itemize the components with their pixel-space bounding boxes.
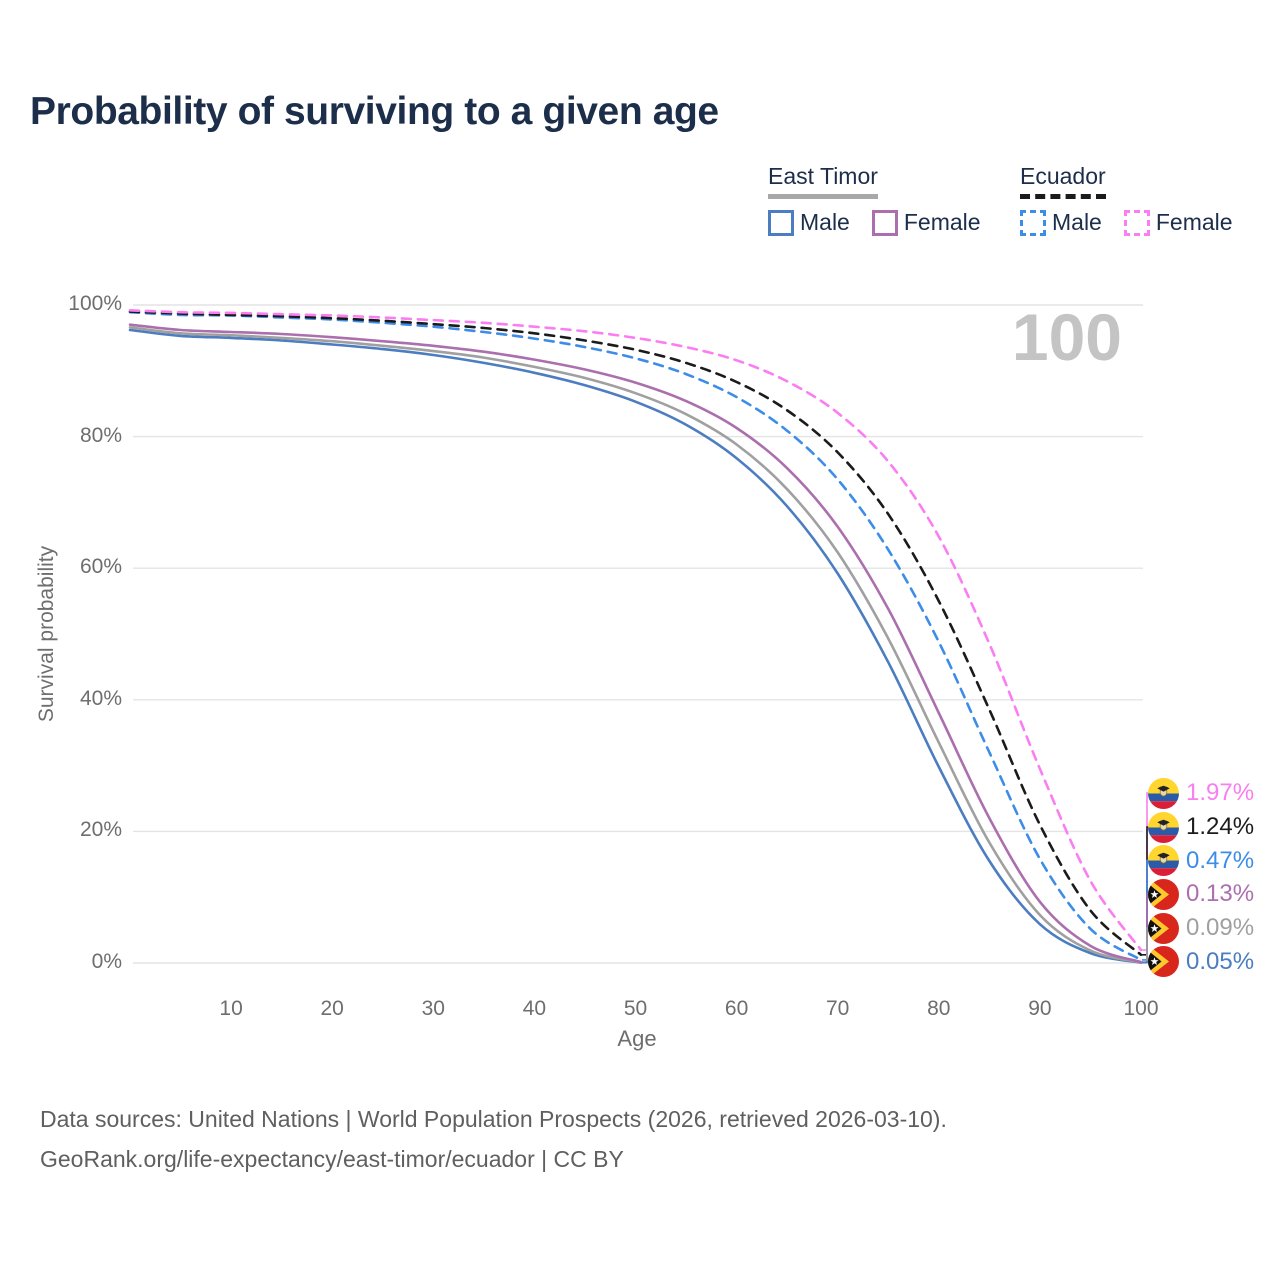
page-title: Probability of surviving to a given age xyxy=(30,90,719,133)
legend-item-ecuador-male[interactable]: Male xyxy=(1020,209,1102,236)
curve-east-timor-female xyxy=(128,323,1143,964)
series-end-value: 0.47% xyxy=(1186,846,1255,874)
end-label-ecuador-both-sexes: 1.24% xyxy=(1148,811,1254,843)
end-label-east-timor-both-sexes: 0.09% xyxy=(1148,912,1254,944)
east-timor-flag-icon xyxy=(1148,912,1179,944)
legend-item-east-timor-male[interactable]: Male xyxy=(768,209,850,236)
ecuador-male-swatch xyxy=(1020,209,1046,236)
end-label-ecuador-male: 0.47% xyxy=(1148,845,1254,877)
gridlines xyxy=(133,304,1143,964)
ecuador-flag-icon xyxy=(1148,845,1179,876)
y-tick-label: 60% xyxy=(79,555,122,579)
curve-ecuador-female xyxy=(128,309,1143,952)
east-timor-flag-icon xyxy=(1148,946,1179,977)
y-tick-label: 80% xyxy=(79,423,122,447)
x-tick-label: 40 xyxy=(522,997,547,1020)
y-tick-label: 100% xyxy=(68,292,122,315)
curve-ecuador-male xyxy=(128,310,1143,962)
x-tick-label: 50 xyxy=(623,997,648,1020)
series-end-value: 0.09% xyxy=(1186,914,1255,941)
footer-source-line: Data sources: United Nations | World Pop… xyxy=(40,1106,947,1132)
east-timor-flag-icon xyxy=(1148,878,1179,910)
x-tick-label: 100 xyxy=(1123,997,1159,1020)
series-end-value: 1.97% xyxy=(1186,779,1255,806)
legend-label-female: Female xyxy=(903,209,981,235)
x-tick-label: 20 xyxy=(320,997,344,1020)
legend-title-ecuador: Ecuador xyxy=(1020,163,1106,199)
legend-title-east-timor: East Timor xyxy=(768,163,878,199)
x-tick-label: 60 xyxy=(724,997,749,1020)
east-timor-male-swatch xyxy=(768,209,794,236)
y-tick-label: 40% xyxy=(79,686,122,710)
legend-label-male: Male xyxy=(1052,209,1102,235)
curve-east-timor-both-sexes xyxy=(128,326,1143,964)
age-watermark: 100 xyxy=(1012,300,1122,374)
ecuador-flag-icon xyxy=(1148,811,1179,843)
y-tick-label: 0% xyxy=(91,950,122,973)
curve-east-timor-male xyxy=(128,328,1143,964)
ecuador-flag-icon xyxy=(1148,777,1179,809)
legend-item-ecuador-female[interactable]: Female xyxy=(1123,209,1233,236)
legend-label-male: Male xyxy=(800,209,850,235)
series-end-value: 1.24% xyxy=(1186,813,1255,840)
end-label-east-timor-male: 0.05% xyxy=(1148,946,1254,978)
series-end-value: 0.13% xyxy=(1186,880,1255,907)
curve-ecuador-both-sexes xyxy=(128,310,1143,957)
footer-link-line: GeoRank.org/life-expectancy/east-timor/e… xyxy=(40,1146,624,1172)
end-label-east-timor-female: 0.13% xyxy=(1148,878,1254,910)
x-axis-title: Age xyxy=(617,1026,657,1051)
y-tick-label: 20% xyxy=(79,818,122,842)
legend-group-east-timor: East Timor Male Female xyxy=(768,163,1003,236)
series-end-value: 0.05% xyxy=(1186,947,1255,975)
ecuador-female-swatch xyxy=(1123,209,1150,236)
x-tick-label: 10 xyxy=(219,997,243,1020)
x-tick-label: 80 xyxy=(927,997,951,1020)
end-label-ecuador-female: 1.97% xyxy=(1148,777,1254,809)
x-tick-label: 70 xyxy=(826,997,850,1020)
x-tick-label: 90 xyxy=(1028,997,1052,1020)
survival-curves xyxy=(128,309,1143,964)
east-timor-female-swatch xyxy=(871,209,898,236)
x-tick-label: 30 xyxy=(421,997,445,1020)
legend-label-female: Female xyxy=(1155,209,1233,235)
legend-group-ecuador: Ecuador Male Female xyxy=(1020,163,1255,236)
legend-item-east-timor-female[interactable]: Female xyxy=(871,209,981,236)
